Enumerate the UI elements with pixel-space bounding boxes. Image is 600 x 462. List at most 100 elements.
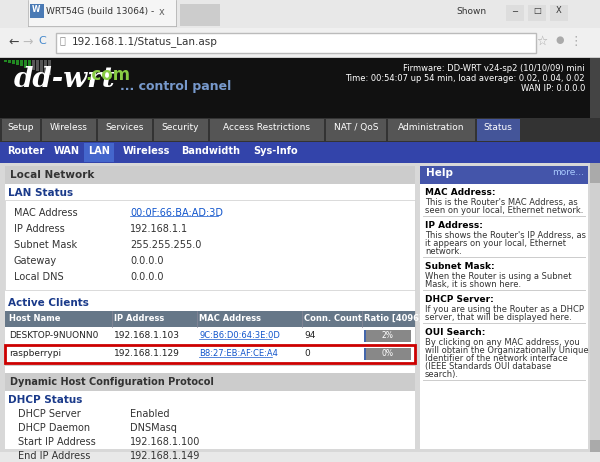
- Text: Wireless: Wireless: [50, 123, 88, 132]
- Text: ●: ●: [556, 35, 564, 45]
- Bar: [0, 452, 600, 462]
- Text: ☆: ☆: [536, 35, 548, 48]
- Bar: [209, 119, 324, 141]
- Bar: [0, 118, 600, 142]
- Bar: [420, 166, 588, 184]
- Text: Mask, it is shown here.: Mask, it is shown here.: [425, 280, 521, 289]
- Text: Status: Status: [484, 123, 512, 132]
- Text: Time: 00:54:07 up 54 min, load average: 0.02, 0.04, 0.02: Time: 00:54:07 up 54 min, load average: …: [346, 74, 585, 83]
- Bar: [590, 58, 600, 118]
- Text: it appears on your local, Ethernet: it appears on your local, Ethernet: [425, 239, 566, 248]
- Text: 0.0.0.0: 0.0.0.0: [130, 272, 163, 282]
- Bar: [24, 60, 27, 68]
- Bar: [0, 142, 600, 163]
- Text: DHCP Status: DHCP Status: [8, 395, 82, 405]
- Bar: [5, 166, 415, 449]
- Bar: [154, 119, 208, 141]
- Text: 192.168.1.1/Status_Lan.asp: 192.168.1.1/Status_Lan.asp: [72, 36, 218, 47]
- Text: LAN Status: LAN Status: [8, 188, 73, 198]
- Text: End IP Address: End IP Address: [18, 451, 91, 461]
- Bar: [56, 33, 536, 53]
- Text: →: →: [22, 36, 32, 49]
- Text: Shown: Shown: [456, 7, 486, 16]
- Bar: [41, 119, 95, 141]
- Text: WAN: WAN: [54, 146, 80, 156]
- Text: LAN: LAN: [88, 146, 110, 156]
- Bar: [5, 345, 415, 363]
- Text: IP Address: IP Address: [114, 314, 164, 323]
- Bar: [2, 143, 50, 162]
- Text: Wireless: Wireless: [122, 146, 170, 156]
- Bar: [476, 119, 520, 141]
- Text: Subnet Mask: Subnet Mask: [14, 240, 77, 250]
- Bar: [420, 166, 588, 449]
- Bar: [5, 327, 415, 345]
- Bar: [28, 0, 176, 26]
- Bar: [550, 5, 568, 21]
- Text: WRT54G (build 13064) -: WRT54G (build 13064) -: [46, 7, 154, 16]
- Text: server, that will be displayed here.: server, that will be displayed here.: [425, 313, 572, 322]
- Text: dd-wrt: dd-wrt: [14, 66, 116, 93]
- Text: Local Network: Local Network: [10, 170, 94, 180]
- Text: Firmware: DD-WRT v24-sp2 (10/10/09) mini: Firmware: DD-WRT v24-sp2 (10/10/09) mini: [403, 64, 585, 73]
- Text: .com: .com: [85, 66, 130, 84]
- Bar: [180, 4, 220, 26]
- Text: Services: Services: [106, 123, 143, 132]
- Text: 2%: 2%: [381, 331, 393, 340]
- Bar: [0, 163, 600, 452]
- Bar: [44, 60, 47, 74]
- Bar: [12, 60, 15, 64]
- Text: B8:27:EB:AF:CE:A4: B8:27:EB:AF:CE:A4: [199, 349, 278, 358]
- Text: ⓘ: ⓘ: [60, 35, 66, 45]
- Text: ⋮: ⋮: [570, 35, 582, 48]
- Text: x: x: [159, 7, 165, 17]
- Text: MAC Address:: MAC Address:: [425, 188, 496, 197]
- Text: If you are using the Router as a DHCP: If you are using the Router as a DHCP: [425, 305, 584, 314]
- Bar: [5, 373, 415, 391]
- Bar: [178, 143, 244, 162]
- Text: DHCP Server:: DHCP Server:: [425, 295, 494, 304]
- Bar: [4, 60, 7, 62]
- Text: Enabled: Enabled: [130, 409, 170, 419]
- Text: (IEEE Standards OUI database: (IEEE Standards OUI database: [425, 362, 551, 371]
- Text: Active Clients: Active Clients: [8, 298, 89, 308]
- Text: 94: 94: [304, 331, 316, 340]
- Bar: [8, 60, 11, 63]
- Text: will obtain the Organizationally Unique: will obtain the Organizationally Unique: [425, 346, 589, 355]
- Bar: [28, 60, 31, 69]
- Text: 192.168.1.129: 192.168.1.129: [114, 349, 180, 358]
- Text: By clicking on any MAC address, you: By clicking on any MAC address, you: [425, 338, 580, 347]
- Text: Start IP Address: Start IP Address: [18, 437, 96, 447]
- Bar: [5, 311, 415, 327]
- Bar: [2, 119, 40, 141]
- Text: ─: ─: [512, 6, 517, 15]
- Bar: [0, 57, 600, 58]
- Bar: [246, 143, 306, 162]
- Bar: [48, 60, 51, 75]
- Text: more...: more...: [552, 168, 584, 177]
- Bar: [32, 60, 35, 70]
- Text: Local DNS: Local DNS: [14, 272, 64, 282]
- Text: Bandwidth: Bandwidth: [182, 146, 241, 156]
- Text: X: X: [556, 6, 562, 15]
- Text: Sys-Info: Sys-Info: [254, 146, 298, 156]
- Bar: [590, 440, 600, 452]
- Text: MAC Address: MAC Address: [14, 208, 77, 218]
- Bar: [5, 200, 415, 290]
- Text: network.: network.: [425, 247, 462, 256]
- Text: MAC Address: MAC Address: [199, 314, 261, 323]
- Bar: [506, 5, 524, 21]
- Text: NAT / QoS: NAT / QoS: [334, 123, 378, 132]
- Bar: [36, 60, 39, 71]
- Text: This is the Router's MAC Address, as: This is the Router's MAC Address, as: [425, 198, 578, 207]
- Bar: [0, 0, 600, 28]
- Text: 192.168.1.100: 192.168.1.100: [130, 437, 200, 447]
- Bar: [97, 119, 151, 141]
- Text: DHCP Server: DHCP Server: [18, 409, 81, 419]
- Text: DESKTOP-9NUONN0: DESKTOP-9NUONN0: [9, 331, 98, 340]
- Bar: [5, 166, 415, 184]
- Bar: [30, 4, 44, 18]
- Text: Setup: Setup: [7, 123, 34, 132]
- Text: 192.168.1.149: 192.168.1.149: [130, 451, 200, 461]
- Bar: [364, 330, 366, 342]
